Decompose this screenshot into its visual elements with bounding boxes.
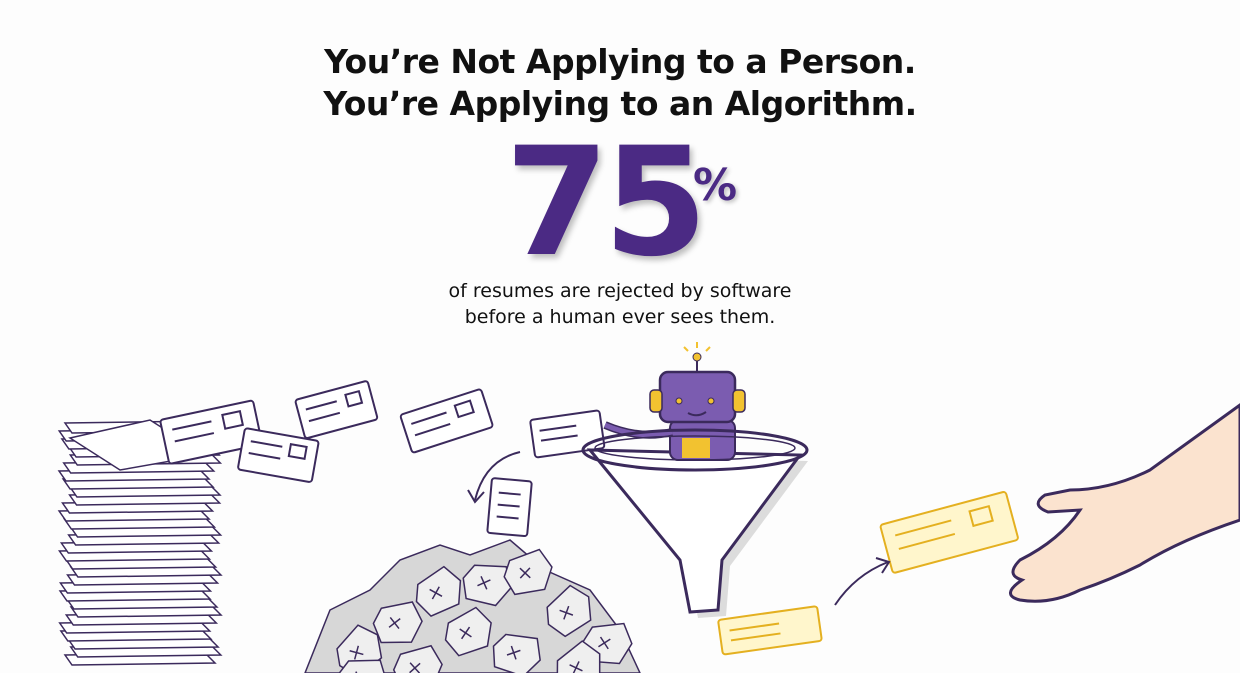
stat-unit: % [693, 160, 738, 211]
robot-in-funnel [581, 342, 809, 618]
paper-stack-illustration [57, 419, 223, 666]
caption-line-2: before a human ever sees them. [464, 306, 776, 328]
crumpled-paper [337, 659, 388, 673]
approved-resume-icons [717, 491, 1019, 656]
crumpled-paper [492, 633, 541, 673]
headline-line-2: You’re Applying to an Algorithm. [323, 84, 917, 123]
crumpled-paper [392, 644, 443, 673]
crumpled-paper [415, 565, 462, 617]
crumpled-paper-pile [304, 539, 641, 673]
crumpled-paper [503, 548, 553, 596]
headline-line-1: You’re Not Applying to a Person. [324, 42, 916, 81]
crumpled-paper [372, 601, 423, 644]
caption-line-1: of resumes are rejected by software [448, 280, 792, 302]
crumpled-paper [556, 640, 601, 673]
robot-icon [603, 342, 746, 461]
crumpled-paper [462, 564, 512, 607]
crumpled-paper [444, 606, 492, 657]
crumpled-paper [546, 584, 592, 638]
stat-number: 75 [505, 116, 708, 290]
flying-resume-icons [159, 380, 606, 538]
human-hand-icon [1009, 403, 1240, 603]
